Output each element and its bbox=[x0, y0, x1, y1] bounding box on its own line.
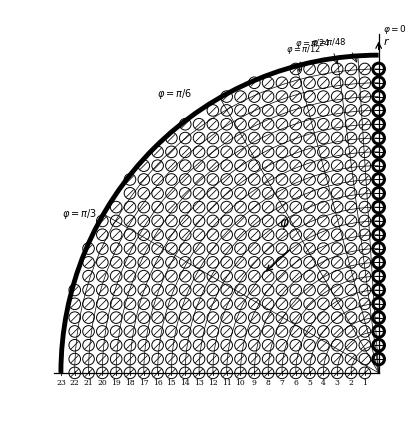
Text: 15: 15 bbox=[166, 379, 176, 387]
Text: 14: 14 bbox=[181, 379, 190, 387]
Text: $r$: $r$ bbox=[383, 36, 390, 47]
Text: 18: 18 bbox=[125, 379, 135, 387]
Text: 12: 12 bbox=[208, 379, 218, 387]
Text: 10: 10 bbox=[235, 379, 245, 387]
Text: 21: 21 bbox=[84, 379, 94, 387]
Text: 9: 9 bbox=[252, 379, 257, 387]
Text: $\varphi=\pi/48$: $\varphi=\pi/48$ bbox=[311, 36, 347, 49]
Text: 7: 7 bbox=[280, 379, 285, 387]
Text: $\varphi=\pi/12$: $\varphi=\pi/12$ bbox=[286, 43, 321, 56]
Text: 5: 5 bbox=[307, 379, 312, 387]
Text: 19: 19 bbox=[111, 379, 121, 387]
Text: 8: 8 bbox=[266, 379, 270, 387]
Text: $\varphi=0$: $\varphi=0$ bbox=[383, 23, 407, 36]
Text: $\varphi=\pi/3$: $\varphi=\pi/3$ bbox=[62, 207, 97, 221]
Text: $\varphi=\pi/24$: $\varphi=\pi/24$ bbox=[295, 37, 330, 50]
Text: 22: 22 bbox=[70, 379, 79, 387]
Text: $\varphi$: $\varphi$ bbox=[279, 217, 290, 232]
Text: 13: 13 bbox=[194, 379, 204, 387]
Text: 3: 3 bbox=[335, 379, 340, 387]
Text: $\varphi=\pi/6$: $\varphi=\pi/6$ bbox=[157, 86, 192, 100]
Text: 2: 2 bbox=[349, 379, 354, 387]
Text: 4: 4 bbox=[321, 379, 326, 387]
Text: 20: 20 bbox=[97, 379, 107, 387]
Text: 23: 23 bbox=[56, 379, 66, 387]
Text: 1: 1 bbox=[362, 379, 367, 387]
Text: 6: 6 bbox=[293, 379, 298, 387]
Text: 16: 16 bbox=[153, 379, 163, 387]
Text: 11: 11 bbox=[222, 379, 232, 387]
Text: 17: 17 bbox=[139, 379, 149, 387]
